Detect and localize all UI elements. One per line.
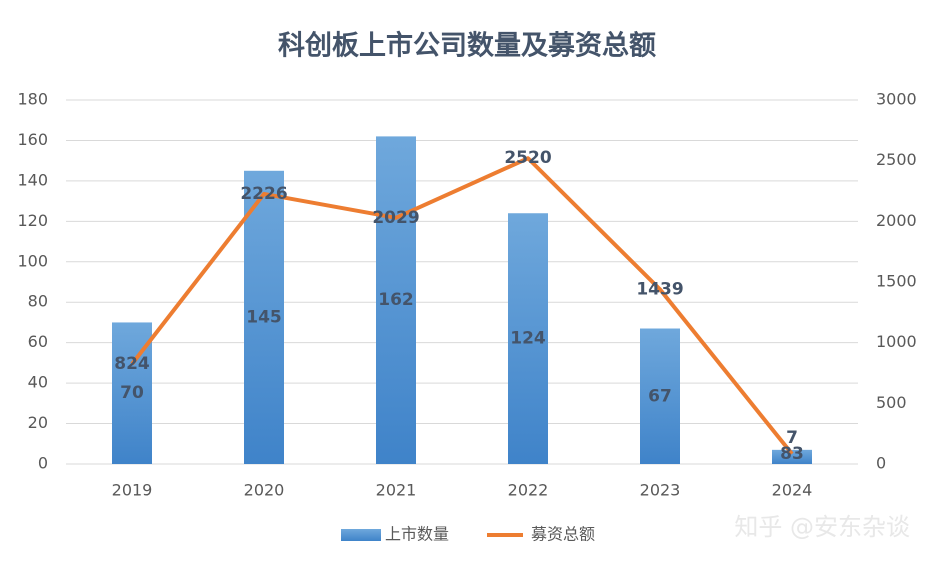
y-tick-label: 120 [17, 211, 48, 230]
y2-tick-label: 1500 [876, 272, 917, 291]
x-tick-label: 2020 [244, 481, 285, 500]
y-tick-label: 60 [28, 332, 48, 351]
y-tick-label: 40 [28, 373, 48, 392]
chart-title: 科创板上市公司数量及募资总额 [278, 30, 656, 62]
data-label: 145 [246, 307, 282, 327]
y2-tick-label: 2000 [876, 211, 917, 230]
x-tick-label: 2023 [640, 481, 681, 500]
line [130, 156, 794, 456]
data-label: 70 [120, 383, 144, 403]
data-label: 824 [114, 354, 150, 374]
data-label: 124 [510, 329, 546, 349]
bar [244, 170, 284, 464]
legend-label: 上市数量 [385, 525, 449, 544]
x-tick-label: 2019 [112, 481, 153, 500]
data-label: 2520 [504, 148, 551, 168]
y-tick-label: 180 [17, 90, 48, 109]
bar [508, 213, 548, 464]
legend-swatch [341, 529, 381, 541]
data-label: 67 [648, 386, 672, 406]
x-tick-label: 2021 [376, 481, 417, 500]
data-label: 2226 [240, 184, 287, 204]
y-tick-label: 160 [17, 130, 48, 149]
watermark: 知乎 @安东杂谈 [734, 513, 910, 541]
x-tick-label: 2024 [772, 481, 813, 500]
bar [640, 328, 680, 464]
bar [376, 136, 416, 464]
data-label: 7 [786, 428, 798, 448]
y2-tick-label: 0 [876, 454, 886, 473]
x-tick-label: 2022 [508, 481, 549, 500]
data-label: 2029 [372, 208, 419, 228]
data-label: 162 [378, 290, 414, 310]
y2-tick-label: 500 [876, 393, 907, 412]
legend-label: 募资总额 [531, 525, 595, 544]
y-tick-label: 100 [17, 251, 48, 270]
data-label: 1439 [636, 279, 683, 299]
y-tick-label: 20 [28, 413, 48, 432]
bar [772, 449, 812, 464]
y-tick-label: 140 [17, 170, 48, 189]
y2-tick-label: 3000 [876, 90, 917, 109]
y-tick-label: 0 [38, 454, 48, 473]
y2-tick-label: 1000 [876, 332, 917, 351]
y2-tick-label: 2500 [876, 150, 917, 169]
y-tick-label: 80 [28, 292, 48, 311]
data-label: 83 [780, 444, 804, 464]
